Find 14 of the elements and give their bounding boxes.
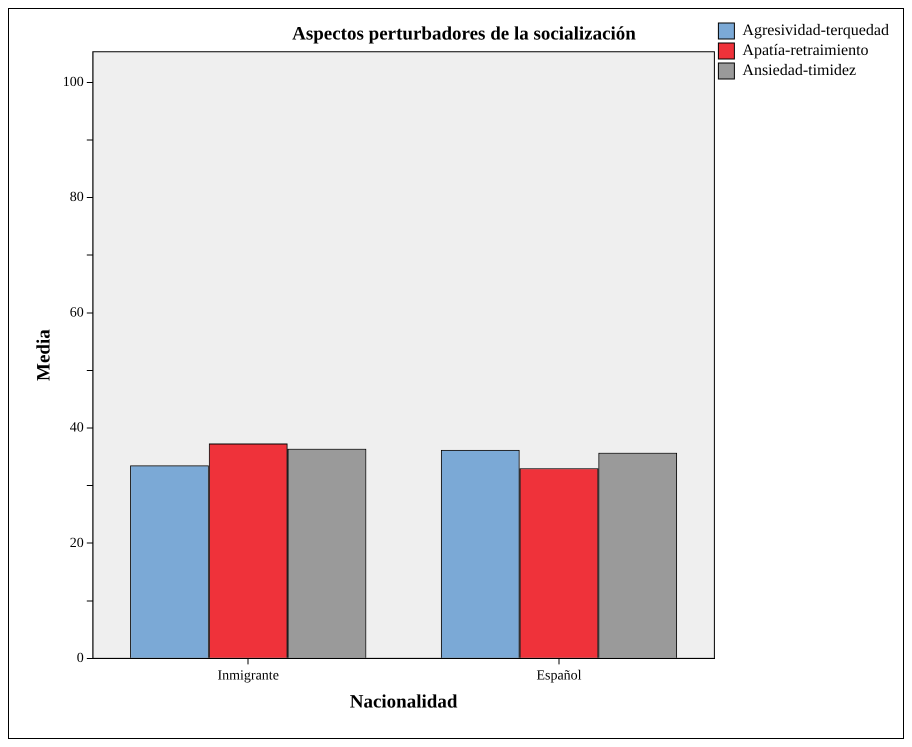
x-tick-label: Inmigrante <box>217 668 279 684</box>
y-tick-label: 0 <box>76 651 84 666</box>
y-tick-label: 20 <box>70 536 84 551</box>
chart-title: Aspectos perturbadores de la socialización <box>292 23 636 44</box>
x-axis-title: Nacionalidad <box>350 692 458 713</box>
y-tick-label: 60 <box>70 305 84 320</box>
y-tick-label: 100 <box>62 75 84 90</box>
y-tick-label: 80 <box>70 190 84 206</box>
legend-label: Agresividad-terquedad <box>742 22 889 40</box>
legend-label: Ansiedad-timidez <box>742 62 856 80</box>
legend-label: Apatía-retraimiento <box>742 42 869 60</box>
y-axis-title: Media <box>33 328 54 381</box>
x-tick-label: Español <box>536 668 582 684</box>
y-tick-label: 40 <box>70 420 84 436</box>
